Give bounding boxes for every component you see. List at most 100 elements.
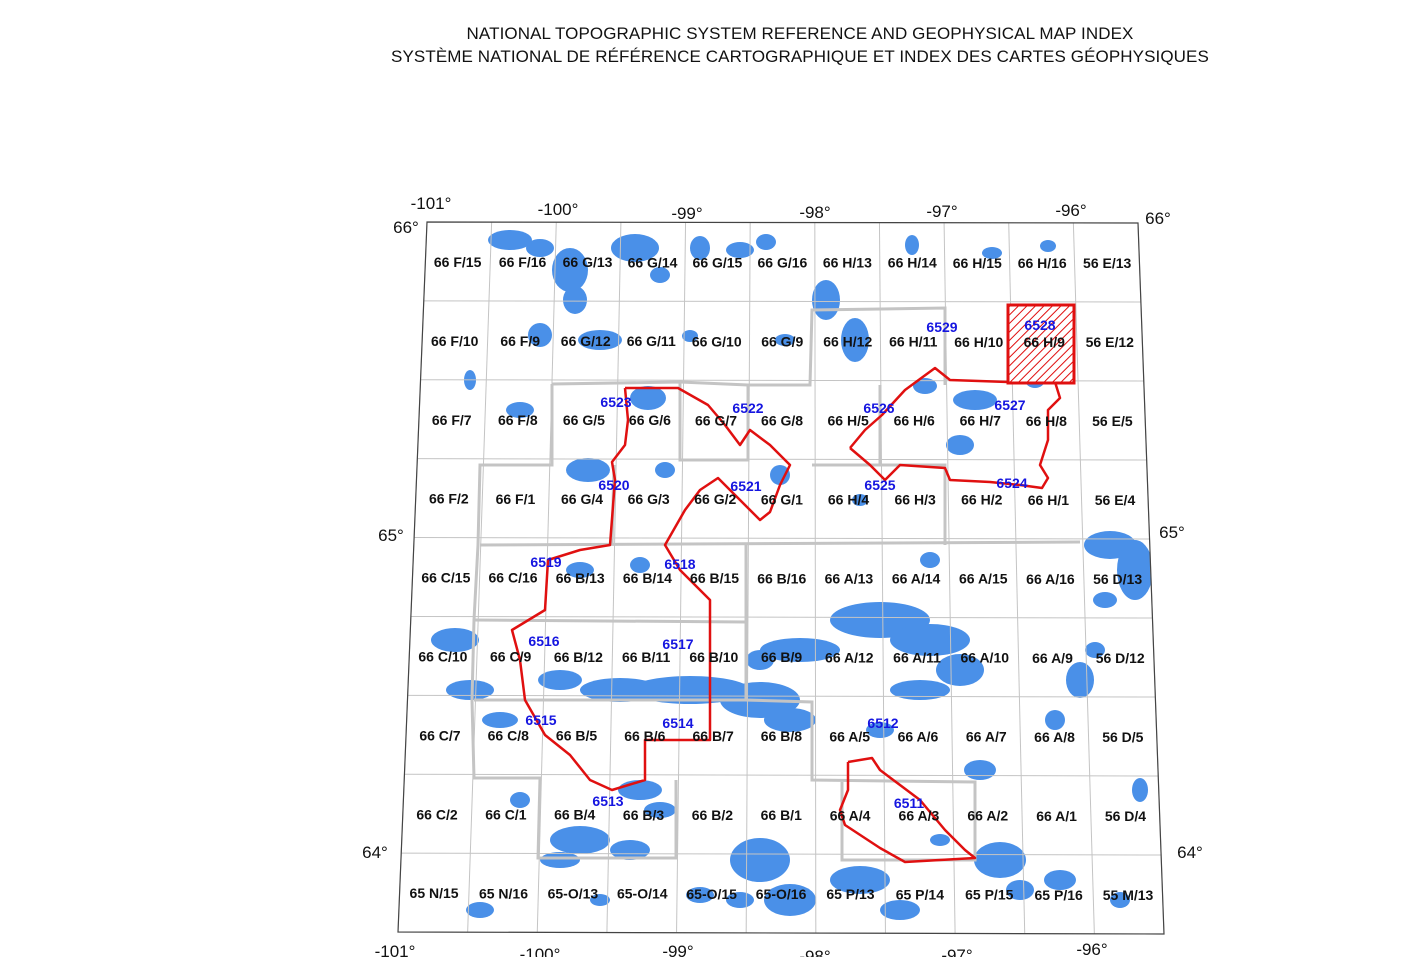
nts-sheet-label[interactable]: 66 G/4: [561, 491, 603, 507]
survey-cluster-label-6521[interactable]: 6521: [730, 478, 761, 494]
survey-cluster-label-6525[interactable]: 6525: [864, 477, 895, 493]
survey-cluster-label-6524[interactable]: 6524: [996, 475, 1027, 491]
nts-sheet-label[interactable]: 66 A/4: [830, 807, 871, 823]
nts-sheet-label[interactable]: 66 A/11: [893, 650, 941, 666]
nts-sheet-label[interactable]: 66 G/12: [561, 333, 611, 349]
nts-sheet-label[interactable]: 66 G/9: [761, 333, 803, 349]
survey-cluster-label-6517[interactable]: 6517: [662, 636, 693, 652]
survey-cluster-label-6529[interactable]: 6529: [926, 319, 957, 335]
nts-sheet-label[interactable]: 66 C/8: [488, 728, 529, 744]
nts-sheet-label[interactable]: 66 B/9: [761, 649, 802, 665]
nts-sheet-label[interactable]: 66 A/2: [967, 808, 1008, 824]
nts-sheet-label[interactable]: 56 D/4: [1105, 808, 1146, 824]
nts-sheet-label[interactable]: 66 B/2: [692, 807, 733, 823]
nts-sheet-label[interactable]: 56 E/13: [1083, 255, 1131, 271]
nts-sheet-label[interactable]: 56 E/12: [1086, 334, 1134, 350]
nts-sheet-label[interactable]: 66 H/2: [961, 492, 1002, 508]
survey-cluster-label-6528[interactable]: 6528: [1024, 317, 1055, 333]
nts-sheet-label[interactable]: 66 B/13: [556, 570, 605, 586]
nts-sheet-label[interactable]: 66 A/5: [829, 728, 870, 744]
survey-cluster-label-6513[interactable]: 6513: [592, 793, 623, 809]
nts-sheet-label[interactable]: 66 G/7: [695, 412, 737, 428]
nts-sheet-label[interactable]: 66 A/14: [892, 571, 941, 587]
nts-sheet-label[interactable]: 66 F/8: [498, 412, 538, 428]
nts-sheet-label[interactable]: 66 G/5: [563, 412, 605, 428]
nts-sheet-label[interactable]: 66 H/14: [888, 255, 937, 271]
nts-sheet-label[interactable]: 66 G/1: [761, 491, 803, 507]
nts-sheet-label[interactable]: 66 A/15: [959, 571, 1008, 587]
nts-sheet-label[interactable]: 65 P/16: [1035, 887, 1083, 903]
survey-cluster-label-6519[interactable]: 6519: [530, 554, 561, 570]
nts-sheet-label[interactable]: 66 G/15: [693, 254, 743, 270]
nts-sheet-label[interactable]: 66 B/15: [690, 570, 739, 586]
nts-sheet-label[interactable]: 66 B/6: [624, 728, 665, 744]
nts-sheet-label[interactable]: 66 A/10: [961, 650, 1010, 666]
survey-cluster-label-6512[interactable]: 6512: [867, 715, 898, 731]
nts-sheet-label[interactable]: 66 H/9: [1024, 334, 1065, 350]
nts-sheet-label[interactable]: 66 G/3: [628, 491, 670, 507]
nts-sheet-label[interactable]: 66 B/7: [692, 728, 733, 744]
nts-sheet-label[interactable]: 66 A/8: [1034, 729, 1075, 745]
nts-sheet-label[interactable]: 66 H/1: [1028, 492, 1069, 508]
nts-sheet-label[interactable]: 66 H/3: [895, 492, 936, 508]
nts-sheet-label[interactable]: 66 G/16: [757, 254, 807, 270]
nts-sheet-label[interactable]: 66 F/2: [429, 491, 469, 507]
nts-sheet-label[interactable]: 66 F/1: [496, 491, 536, 507]
nts-sheet-label[interactable]: 65-O/13: [548, 886, 599, 902]
nts-sheet-label[interactable]: 65 P/15: [965, 887, 1013, 903]
nts-sheet-label[interactable]: 66 H/13: [823, 255, 872, 271]
survey-cluster-label-6527[interactable]: 6527: [994, 397, 1025, 413]
nts-sheet-label[interactable]: 65-O/15: [686, 886, 737, 902]
nts-sheet-label[interactable]: 66 B/14: [623, 570, 672, 586]
nts-sheet-label[interactable]: 66 H/10: [954, 334, 1003, 350]
nts-sheet-label[interactable]: 66 B/1: [761, 807, 802, 823]
nts-sheet-label[interactable]: 56 E/4: [1095, 492, 1136, 508]
nts-sheet-label[interactable]: 56 D/13: [1093, 571, 1142, 587]
nts-sheet-label[interactable]: 65 N/16: [479, 885, 528, 901]
nts-sheet-label[interactable]: 66 G/11: [627, 333, 676, 349]
survey-cluster-label-6522[interactable]: 6522: [732, 400, 763, 416]
nts-sheet-label[interactable]: 56 D/5: [1102, 729, 1143, 745]
nts-sheet-label[interactable]: 66 B/11: [622, 649, 670, 665]
nts-sheet-label[interactable]: 66 H/4: [828, 491, 869, 507]
survey-cluster-label-6515[interactable]: 6515: [525, 712, 556, 728]
nts-sheet-label[interactable]: 66 F/15: [434, 254, 482, 270]
survey-cluster-label-6520[interactable]: 6520: [598, 477, 629, 493]
nts-sheet-label[interactable]: 66 B/4: [554, 807, 595, 823]
nts-sheet-label[interactable]: 66 A/13: [825, 570, 874, 586]
nts-sheet-label[interactable]: 66 A/1: [1036, 808, 1077, 824]
survey-cluster-label-6526[interactable]: 6526: [863, 400, 894, 416]
nts-sheet-label[interactable]: 66 B/10: [689, 649, 738, 665]
nts-sheet-label[interactable]: 66 A/6: [898, 728, 939, 744]
nts-sheet-label[interactable]: 65 P/13: [826, 886, 874, 902]
nts-sheet-label[interactable]: 66 C/10: [418, 648, 467, 664]
nts-sheet-label[interactable]: 65 N/15: [410, 885, 459, 901]
nts-sheet-label[interactable]: 56 D/12: [1096, 650, 1145, 666]
nts-sheet-label[interactable]: 66 H/15: [953, 255, 1002, 271]
nts-sheet-label[interactable]: 66 H/7: [960, 413, 1001, 429]
survey-cluster-label-6518[interactable]: 6518: [664, 556, 695, 572]
nts-sheet-label[interactable]: 66 G/6: [629, 412, 671, 428]
nts-sheet-label[interactable]: 66 F/10: [431, 333, 479, 349]
nts-sheet-label[interactable]: 65 P/14: [896, 886, 944, 902]
survey-cluster-label-6514[interactable]: 6514: [662, 715, 693, 731]
survey-cluster-label-6516[interactable]: 6516: [528, 633, 559, 649]
nts-sheet-label[interactable]: 66 A/3: [899, 807, 940, 823]
nts-sheet-label[interactable]: 66 B/8: [761, 728, 802, 744]
survey-cluster-label-6511[interactable]: 6511: [894, 795, 925, 811]
nts-sheet-label[interactable]: 66 F/7: [432, 412, 472, 428]
nts-sheet-label[interactable]: 66 B/12: [554, 649, 603, 665]
nts-sheet-label[interactable]: 66 H/16: [1018, 255, 1067, 271]
nts-sheet-label[interactable]: 66 A/12: [825, 649, 874, 665]
highlighted-cluster-6528[interactable]: [1006, 303, 1076, 385]
nts-sheet-label[interactable]: 66 C/7: [419, 727, 460, 743]
nts-sheet-label[interactable]: 66 B/3: [623, 807, 664, 823]
nts-sheet-label[interactable]: 66 A/9: [1032, 650, 1073, 666]
nts-sheet-label[interactable]: 66 G/2: [694, 491, 736, 507]
nts-sheet-label[interactable]: 55 M/13: [1103, 887, 1154, 903]
nts-sheet-label[interactable]: 66 C/1: [485, 806, 526, 822]
nts-sheet-label[interactable]: 66 C/9: [490, 649, 531, 665]
nts-sheet-label[interactable]: 66 G/14: [628, 254, 678, 270]
nts-sheet-label[interactable]: 66 H/11: [889, 334, 937, 350]
